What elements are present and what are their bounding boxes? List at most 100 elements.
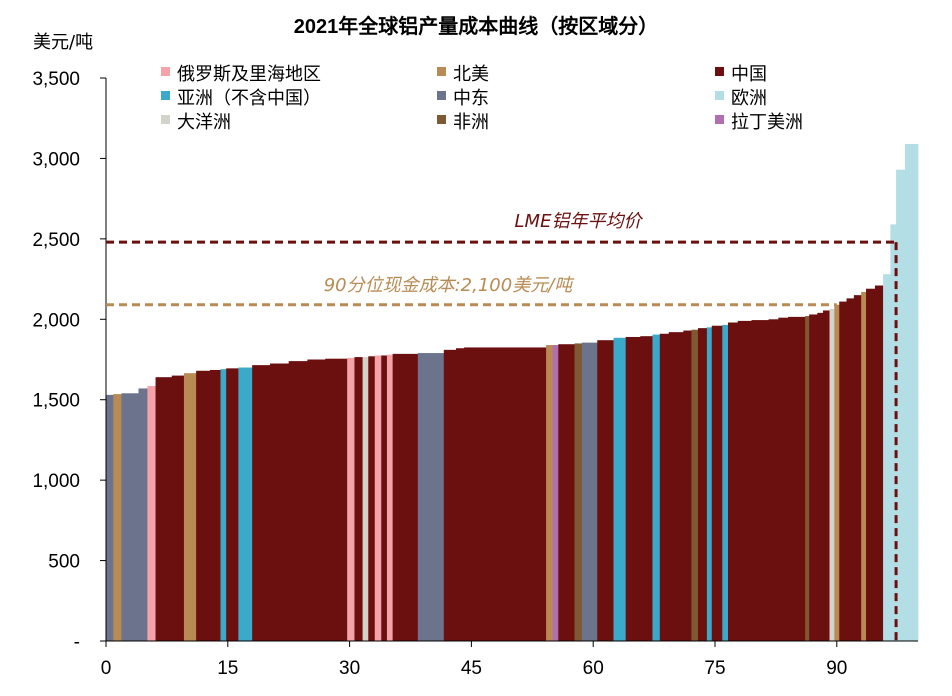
bar-africa (691, 329, 699, 641)
bar-china (853, 295, 862, 641)
bar-russia (147, 386, 156, 641)
x-tick-label: 90 (826, 658, 847, 679)
bar-china (778, 317, 789, 641)
legend-swatch-middle_east (437, 91, 446, 100)
bar-china (846, 298, 855, 641)
y-tick-label: - (74, 632, 80, 653)
bar-china (809, 314, 818, 641)
bar-china (683, 330, 692, 641)
bar-china (325, 358, 348, 641)
x-tick-label: 75 (704, 658, 725, 679)
legend-label-china: 中国 (731, 64, 767, 85)
bar-asia (238, 367, 247, 641)
y-tick-label: 1,000 (32, 471, 80, 492)
legend-label-asia: 亚洲（不含中国） (177, 88, 321, 109)
bar-north_america (183, 373, 197, 641)
bar-russia (374, 355, 382, 641)
bar-north_america (861, 291, 867, 641)
bar-europe (890, 224, 897, 641)
bar-middle_east (121, 393, 139, 641)
bar-china (368, 356, 376, 641)
bar-china (270, 363, 290, 641)
bar-middle_east (581, 342, 598, 641)
bar-asia (706, 327, 713, 641)
bar-north_america (834, 304, 840, 641)
reference-lines-group: LME铝年平均价 90分位现金成本:2,100美元/吨 (106, 211, 898, 641)
x-tick-label: 60 (583, 658, 604, 679)
bar-russia (386, 354, 394, 641)
legend-swatch-russia (161, 67, 170, 76)
bar-china (711, 325, 723, 641)
bar-china (597, 340, 614, 641)
x-tick-label: 45 (461, 658, 482, 679)
y-tick-label: 500 (48, 552, 80, 573)
bar-china (727, 322, 739, 641)
bar-asia (652, 334, 661, 641)
legend-label-latin_america: 拉丁美洲 (731, 112, 803, 133)
bar-china (866, 288, 876, 641)
bar-china (288, 361, 308, 641)
legend-label-north_america: 北美 (453, 64, 489, 85)
bar-china (768, 319, 779, 641)
bar-china (558, 344, 575, 641)
bar-china (668, 332, 684, 641)
legend-label-africa: 非洲 (453, 112, 489, 133)
bar-europe (883, 274, 891, 641)
x-tick-label: 0 (101, 658, 112, 679)
y-tick-label: 2,500 (32, 230, 80, 251)
bar-china (823, 310, 830, 641)
bar-china (196, 370, 211, 641)
bar-china (443, 349, 457, 641)
bar-europe (896, 169, 906, 641)
bar-africa (805, 316, 810, 641)
bar-europe (905, 143, 919, 641)
bar-china (659, 333, 670, 641)
bar-china (392, 353, 419, 641)
bar-oceania (362, 357, 369, 641)
y-axis-unit-label: 美元/吨 (33, 32, 93, 53)
bar-china (209, 369, 221, 641)
bar-china (874, 285, 884, 641)
bar-china (155, 377, 173, 641)
reference-line-label: 90分位现金成本:2,100美元/吨 (324, 275, 576, 296)
bar-china (625, 336, 641, 641)
x-tick-label: 30 (339, 658, 360, 679)
bar-china (751, 320, 769, 641)
bar-china (171, 375, 185, 641)
bars-group (106, 143, 919, 641)
bar-asia (722, 324, 729, 641)
legend-label-russia: 俄罗斯及里海地区 (177, 64, 321, 85)
bar-china (455, 348, 465, 641)
legend-swatch-latin_america (715, 115, 724, 124)
legend-swatch-europe (715, 91, 724, 100)
bar-middle_east (417, 353, 445, 641)
bar-china (640, 336, 653, 641)
bar-asia (613, 337, 627, 641)
x-tick-label: 15 (217, 658, 238, 679)
bar-china (817, 312, 824, 641)
chart-title: 2021年全球铝产量成本曲线（按区域分） (294, 14, 659, 38)
legend-label-middle_east: 中东 (453, 88, 489, 109)
legend-swatch-oceania (161, 115, 170, 124)
bar-middle_east (106, 394, 114, 641)
bar-china (737, 320, 752, 641)
y-tick-label: 3,000 (32, 149, 80, 170)
legend-label-europe: 欧洲 (731, 88, 767, 109)
y-tick-label: 3,500 (32, 69, 80, 90)
bar-china (839, 301, 847, 641)
bar-china (381, 355, 388, 641)
legend-swatch-china (715, 67, 724, 76)
bar-china (464, 347, 547, 641)
bar-china (354, 357, 363, 641)
bar-china (226, 368, 239, 641)
y-tick-label: 2,000 (32, 310, 80, 331)
axes-group: - 500 1,000 1,500 2,000 2,500 3,000 3,500 0 15 30 4… (32, 69, 918, 679)
bar-china (788, 316, 806, 641)
bar-north_america (546, 345, 553, 641)
bar-oceania (829, 308, 835, 641)
legend-swatch-africa (437, 115, 446, 124)
bar-china (697, 328, 708, 641)
legend-swatch-north_america (437, 67, 446, 76)
